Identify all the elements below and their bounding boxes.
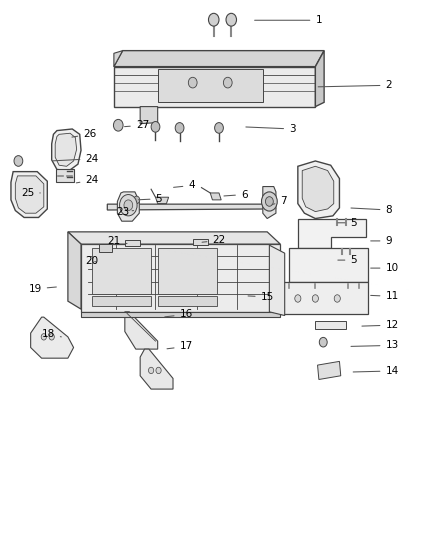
Text: 7: 7 (272, 197, 287, 206)
Circle shape (226, 13, 237, 26)
Circle shape (124, 200, 133, 211)
Polygon shape (31, 317, 74, 358)
Text: 15: 15 (248, 292, 274, 302)
Circle shape (265, 197, 273, 206)
Polygon shape (315, 321, 346, 329)
Text: 22: 22 (202, 236, 226, 245)
Polygon shape (107, 204, 276, 210)
Text: 5: 5 (138, 194, 162, 204)
Text: 21: 21 (107, 237, 127, 246)
Text: 17: 17 (167, 342, 193, 351)
Polygon shape (140, 349, 173, 389)
Polygon shape (68, 232, 81, 309)
Circle shape (312, 295, 318, 302)
Polygon shape (315, 51, 324, 107)
Text: 23: 23 (116, 207, 134, 217)
Polygon shape (99, 244, 112, 252)
Polygon shape (140, 107, 158, 124)
Text: 19: 19 (28, 284, 57, 294)
Polygon shape (158, 296, 217, 306)
Text: 18: 18 (42, 329, 61, 339)
Text: 1: 1 (254, 15, 322, 25)
Circle shape (208, 13, 219, 26)
Polygon shape (114, 51, 324, 67)
Polygon shape (81, 312, 280, 317)
Polygon shape (55, 133, 77, 166)
Polygon shape (210, 193, 221, 200)
Polygon shape (263, 187, 276, 219)
Circle shape (319, 337, 327, 347)
Polygon shape (56, 169, 74, 182)
Text: 13: 13 (351, 341, 399, 350)
Polygon shape (298, 161, 339, 219)
Circle shape (41, 334, 46, 340)
Polygon shape (158, 69, 263, 102)
Text: 5: 5 (338, 218, 357, 228)
Polygon shape (114, 51, 123, 67)
Circle shape (151, 122, 160, 132)
Text: 9: 9 (371, 236, 392, 246)
Polygon shape (92, 296, 151, 306)
Polygon shape (11, 172, 47, 217)
Polygon shape (298, 219, 366, 248)
Circle shape (113, 119, 123, 131)
Polygon shape (155, 197, 169, 204)
Circle shape (120, 195, 137, 216)
Circle shape (223, 77, 232, 88)
Text: 25: 25 (21, 188, 40, 198)
Circle shape (334, 295, 340, 302)
Polygon shape (92, 248, 151, 294)
Text: 24: 24 (53, 154, 99, 164)
Circle shape (49, 334, 54, 340)
Polygon shape (158, 248, 217, 294)
Text: 8: 8 (351, 205, 392, 215)
Polygon shape (15, 176, 44, 213)
Circle shape (14, 156, 23, 166)
Text: 6: 6 (224, 190, 247, 199)
Polygon shape (117, 192, 139, 221)
Polygon shape (289, 248, 368, 282)
Text: 14: 14 (353, 366, 399, 376)
Polygon shape (278, 282, 368, 314)
Text: 20: 20 (85, 256, 99, 266)
Polygon shape (68, 232, 280, 244)
Circle shape (134, 196, 140, 204)
Polygon shape (269, 245, 285, 316)
Text: 2: 2 (318, 80, 392, 90)
Text: 24: 24 (76, 175, 99, 185)
Polygon shape (193, 239, 208, 245)
Text: 12: 12 (362, 320, 399, 330)
Text: 3: 3 (246, 124, 296, 134)
Polygon shape (52, 129, 81, 171)
Circle shape (295, 295, 301, 302)
Text: 16: 16 (165, 310, 193, 319)
Circle shape (188, 77, 197, 88)
Polygon shape (125, 240, 140, 246)
Polygon shape (114, 67, 315, 107)
Polygon shape (125, 312, 158, 349)
Circle shape (175, 123, 184, 133)
Text: 11: 11 (371, 292, 399, 301)
Text: 10: 10 (371, 263, 399, 273)
Text: 27: 27 (124, 120, 149, 130)
Polygon shape (302, 166, 334, 212)
Circle shape (156, 367, 161, 374)
Circle shape (215, 123, 223, 133)
Text: 4: 4 (173, 181, 195, 190)
Text: 5: 5 (338, 255, 357, 265)
Circle shape (261, 192, 277, 211)
Circle shape (148, 367, 154, 374)
Polygon shape (318, 361, 341, 379)
Polygon shape (81, 244, 280, 312)
Text: 26: 26 (72, 130, 96, 139)
